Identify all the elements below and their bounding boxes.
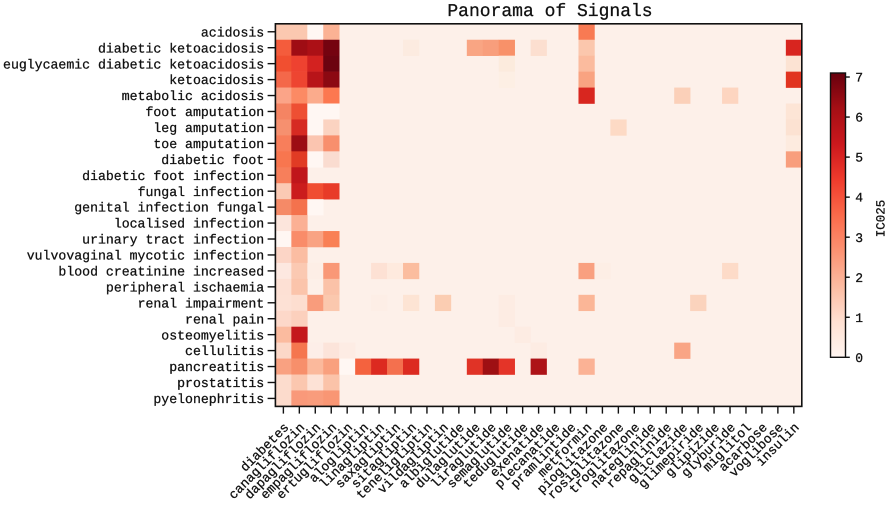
svg-text:3: 3 <box>855 231 863 246</box>
svg-text:urinary tract infection: urinary tract infection <box>82 233 264 248</box>
svg-text:cellulitis: cellulitis <box>185 344 264 359</box>
svg-text:genital infection fungal: genital infection fungal <box>74 201 264 216</box>
svg-text:pancreatitis: pancreatitis <box>169 360 264 375</box>
svg-text:pyelonephritis: pyelonephritis <box>153 392 264 407</box>
svg-text:metabolic acidosis: metabolic acidosis <box>122 89 264 104</box>
svg-text:osteomyelitis: osteomyelitis <box>161 328 264 343</box>
svg-text:prostatitis: prostatitis <box>177 376 264 391</box>
svg-text:renal pain: renal pain <box>185 312 264 327</box>
svg-text:6: 6 <box>855 111 863 126</box>
svg-text:localised infection: localised infection <box>114 217 264 232</box>
svg-text:leg amputation: leg amputation <box>153 121 264 136</box>
svg-text:ketoacidosis: ketoacidosis <box>169 73 264 88</box>
svg-text:acidosis: acidosis <box>201 25 264 40</box>
svg-text:euglycaemic diabetic ketoacido: euglycaemic diabetic ketoacidosis <box>3 57 264 72</box>
svg-text:diabetic foot: diabetic foot <box>161 153 264 168</box>
svg-text:peripheral ischaemia: peripheral ischaemia <box>106 280 264 295</box>
svg-text:2: 2 <box>855 271 863 286</box>
svg-text:blood creatinine increased: blood creatinine increased <box>58 265 264 280</box>
svg-text:7: 7 <box>855 71 863 86</box>
svg-text:diabetic ketoacidosis: diabetic ketoacidosis <box>98 41 264 56</box>
svg-text:diabetic foot infection: diabetic foot infection <box>82 169 264 184</box>
svg-text:renal impairment: renal impairment <box>138 296 265 311</box>
svg-text:5: 5 <box>855 151 863 166</box>
svg-text:0: 0 <box>855 351 863 366</box>
svg-text:vulvovaginal mycotic infection: vulvovaginal mycotic infection <box>27 249 264 264</box>
svg-text:fungal infection: fungal infection <box>138 185 265 200</box>
svg-text:foot amputation: foot amputation <box>145 105 264 120</box>
svg-text:IC025: IC025 <box>875 200 886 238</box>
svg-text:Panorama of Signals: Panorama of Signals <box>447 2 652 22</box>
svg-text:1: 1 <box>855 311 863 326</box>
svg-text:4: 4 <box>855 191 863 206</box>
svg-text:toe amputation: toe amputation <box>153 137 264 152</box>
